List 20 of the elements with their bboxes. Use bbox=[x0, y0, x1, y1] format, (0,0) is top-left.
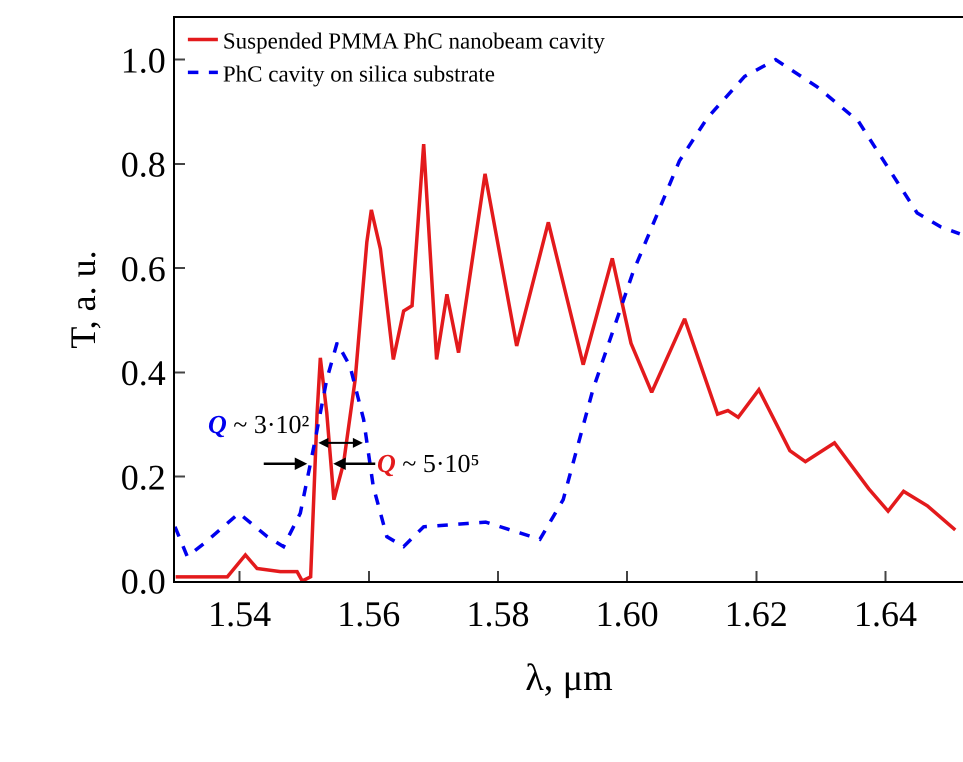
x-axis-title: λ, μm bbox=[525, 656, 613, 699]
x-tick-label: 1.62 bbox=[724, 594, 788, 634]
y-tick-label: 0.2 bbox=[120, 457, 166, 498]
line-series bbox=[175, 58, 962, 558]
x-tick-label: 1.58 bbox=[466, 594, 530, 634]
x-tick-label: 1.54 bbox=[208, 594, 272, 634]
y-tick-label: 1.0 bbox=[120, 40, 166, 80]
y-axis-title: T, a. u. bbox=[63, 250, 104, 349]
annotation: Q ~ 3·10² bbox=[208, 410, 310, 439]
y-tick-label: 0.8 bbox=[120, 144, 166, 185]
y-tick-label: 0.0 bbox=[120, 562, 166, 602]
x-tick-label: 1.56 bbox=[337, 594, 400, 634]
legend-label: PhC cavity on silica substrate bbox=[222, 61, 496, 86]
line-series bbox=[175, 142, 957, 581]
y-tick-label: 0.4 bbox=[120, 353, 166, 394]
x-tick-label: 1.64 bbox=[854, 594, 917, 634]
annotation: Q ~ 5·10⁵ bbox=[377, 449, 480, 478]
y-tick-label: 0.6 bbox=[120, 248, 166, 289]
legend-label: Suspended PMMA PhC nanobeam cavity bbox=[222, 28, 606, 54]
x-tick-label: 1.60 bbox=[596, 594, 659, 634]
